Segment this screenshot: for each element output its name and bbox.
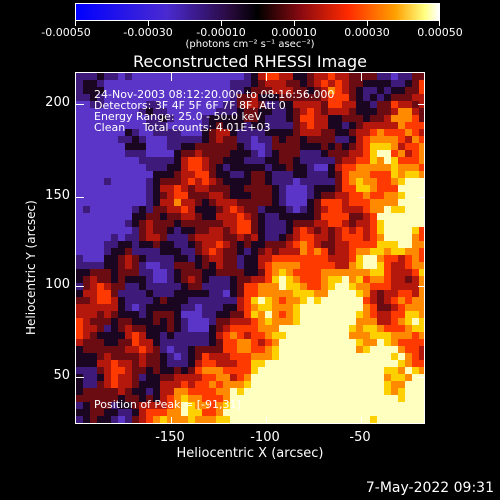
x-tick-mark bbox=[361, 417, 362, 423]
timestamp-footer: 7-May-2022 09:31 bbox=[365, 480, 494, 496]
annotation-time-range: 24-Nov-2003 08:12:20.000 to 08:16:56.000 bbox=[94, 88, 335, 101]
colorbar-tick-label: 0.00050 bbox=[417, 26, 463, 39]
y-tick-mark bbox=[76, 377, 84, 378]
annotation-clean-counts: Clean Total counts: 4.01E+03 bbox=[94, 121, 271, 134]
annotation-energy-range: Energy Range: 25.0 - 50.0 keV bbox=[94, 110, 262, 123]
x-tick-mark bbox=[266, 417, 267, 423]
colorbar bbox=[75, 3, 440, 21]
colorbar-tick bbox=[439, 21, 440, 26]
colorbar-tick-label: 0.00010 bbox=[271, 26, 317, 39]
colorbar-tick-label: 0.00030 bbox=[344, 26, 390, 39]
y-tick-label: 50 bbox=[53, 368, 70, 383]
annotation-detectors: Detectors: 3F 4F 5F 6F 7F 8F, Att 0 bbox=[94, 99, 286, 112]
colorbar-tick-label: -0.00030 bbox=[123, 26, 173, 39]
x-tick-mark bbox=[171, 417, 172, 423]
x-tick-label: -50 bbox=[349, 430, 371, 445]
colorbar-units: (photons cm⁻² s⁻¹ asec⁻²) bbox=[185, 39, 315, 50]
y-tick-label: 100 bbox=[45, 277, 70, 292]
y-tick-mark-right bbox=[418, 104, 424, 105]
y-tick-mark bbox=[76, 104, 84, 105]
colorbar-tick bbox=[75, 21, 76, 26]
y-tick-label: 200 bbox=[45, 95, 70, 110]
y-tick-mark-right bbox=[418, 197, 424, 198]
colorbar-tick bbox=[148, 21, 149, 26]
colorbar-tick-label: -0.00010 bbox=[196, 26, 246, 39]
y-tick-mark bbox=[76, 197, 84, 198]
rhessi-image: 24-Nov-2003 08:12:20.000 to 08:16:56.000… bbox=[75, 72, 425, 424]
colorbar-tick bbox=[367, 21, 368, 26]
colorbar-tick bbox=[294, 21, 295, 26]
x-tick-label: -150 bbox=[155, 430, 185, 445]
annotation-peak-position: Position of Peak = [-91,31] bbox=[94, 398, 241, 411]
y-tick-mark bbox=[76, 286, 84, 287]
y-axis-label: Heliocentric Y (arcsec) bbox=[24, 200, 38, 335]
colorbar-tick bbox=[221, 21, 222, 26]
image-heatmap bbox=[76, 73, 424, 423]
y-tick-mark-right bbox=[418, 377, 424, 378]
x-tick-mark-top bbox=[266, 73, 267, 81]
y-tick-mark-right bbox=[418, 286, 424, 287]
x-tick-label: -100 bbox=[250, 430, 280, 445]
colorbar-tick-label: -0.00050 bbox=[41, 26, 91, 39]
x-tick-mark-top bbox=[171, 73, 172, 81]
x-tick-mark-top bbox=[361, 73, 362, 81]
y-tick-label: 150 bbox=[45, 188, 70, 203]
plot-title: Reconstructed RHESSI Image bbox=[133, 52, 367, 71]
x-axis-label: Heliocentric X (arcsec) bbox=[176, 446, 324, 461]
